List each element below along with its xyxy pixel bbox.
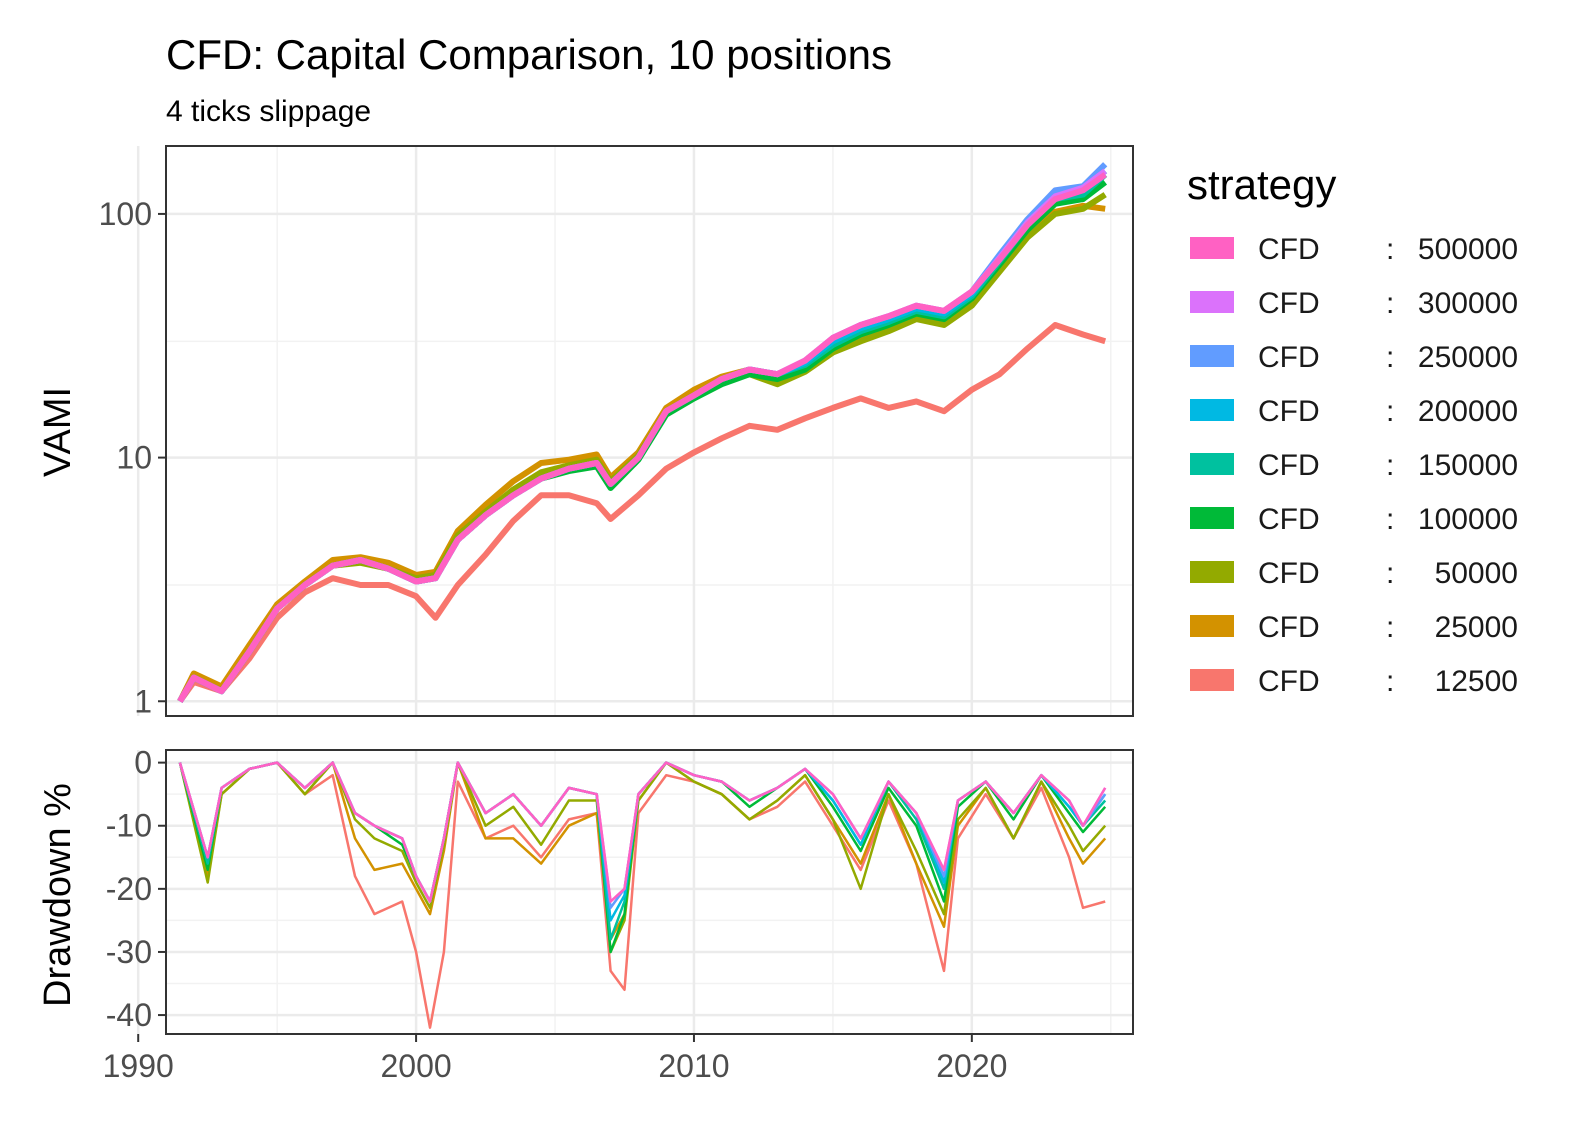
y-axis-title-drawdown: Drawdown % <box>37 783 79 1007</box>
legend-key <box>1190 345 1234 367</box>
legend-item-name: CFD <box>1258 611 1320 644</box>
legend-item-name: CFD <box>1258 557 1320 590</box>
legend-item-value: 50000 <box>1435 557 1518 590</box>
legend-item: CFD: 25000 <box>1190 611 1518 644</box>
legend-key <box>1190 453 1234 475</box>
legend-item: CFD:150000 <box>1190 449 1518 482</box>
legend-item: CFD:100000 <box>1190 503 1518 536</box>
legend-item: CFD: 50000 <box>1190 557 1518 590</box>
chart-title: CFD: Capital Comparison, 10 positions <box>166 31 892 78</box>
x-tick-label: 2010 <box>658 1048 729 1084</box>
legend-item-value: 12500 <box>1435 665 1518 698</box>
x-tick-label: 1990 <box>103 1048 174 1084</box>
vami-series-line <box>177 168 1108 703</box>
legend-item-name: CFD <box>1258 449 1320 482</box>
legend-item-separator: : <box>1386 233 1394 266</box>
legend-key <box>1190 669 1234 691</box>
legend-item-separator: : <box>1386 395 1394 428</box>
legend-title: strategy <box>1187 161 1336 208</box>
drawdown-series-line <box>178 761 1107 941</box>
vami-series-line <box>177 172 1107 703</box>
legend-item-value: 150000 <box>1418 449 1518 482</box>
legend-item-name: CFD <box>1258 665 1320 698</box>
legend-item-value: 100000 <box>1418 503 1518 536</box>
y-tick-label: -30 <box>106 934 152 970</box>
vami-panel-border <box>165 145 1134 717</box>
x-tick-label: 2000 <box>380 1048 451 1084</box>
legend-item: CFD:200000 <box>1190 395 1518 428</box>
legend-item-separator: : <box>1386 665 1394 698</box>
legend-item-value: 200000 <box>1418 395 1518 428</box>
legend-key <box>1190 561 1234 583</box>
chart-subtitle: 4 ticks slippage <box>166 95 371 128</box>
vami-series-line <box>177 168 1108 703</box>
y-tick-label: 10 <box>116 440 152 476</box>
legend-item-value: 25000 <box>1435 611 1518 644</box>
legend-item: CFD:300000 <box>1190 287 1518 320</box>
x-tick-label: 2020 <box>936 1048 1007 1084</box>
legend-item-separator: : <box>1386 557 1394 590</box>
drawdown-series-line <box>178 761 1106 1029</box>
drawdown-series-line <box>178 761 1107 903</box>
y-tick-label: 100 <box>99 196 152 232</box>
legend-key <box>1190 237 1234 259</box>
legend-item-name: CFD <box>1258 395 1320 428</box>
legend-key <box>1190 615 1234 637</box>
legend-item-separator: : <box>1386 287 1394 320</box>
y-tick-label: 1 <box>134 683 152 719</box>
legend-item-value: 250000 <box>1418 341 1518 374</box>
legend-item-separator: : <box>1386 449 1394 482</box>
legend-item: CFD:500000 <box>1190 233 1518 266</box>
y-tick-label: -20 <box>106 871 152 907</box>
vami-series-line <box>177 322 1107 704</box>
legend-key <box>1190 507 1234 529</box>
legend-key <box>1190 399 1234 421</box>
vami-panel: 1 10 100 <box>99 145 1134 719</box>
drawdown-panel: 0 -10 -20 -30 -40 1990 2000 2010 2020 <box>103 745 1134 1084</box>
drawdown-panel-border <box>165 749 1134 1035</box>
legend-item-separator: : <box>1386 341 1394 374</box>
legend-item: CFD:250000 <box>1190 341 1518 374</box>
y-tick-label: -40 <box>106 997 152 1033</box>
legend-item-separator: : <box>1386 611 1394 644</box>
vami-series-line <box>177 172 1108 703</box>
legend-item-name: CFD <box>1258 287 1320 320</box>
legend-item: CFD: 12500 <box>1190 665 1518 698</box>
y-tick-label: 0 <box>134 745 152 781</box>
legend-item-name: CFD <box>1258 341 1320 374</box>
vami-series-line <box>177 162 1108 703</box>
legend: CFD:500000CFD:300000CFD:250000CFD:200000… <box>1190 233 1518 698</box>
y-axis-title-vami: VAMI <box>37 387 79 477</box>
legend-item-value: 500000 <box>1418 233 1518 266</box>
legend-item-name: CFD <box>1258 233 1320 266</box>
legend-key <box>1190 291 1234 313</box>
legend-item-value: 300000 <box>1418 287 1518 320</box>
y-tick-label: -10 <box>106 808 152 844</box>
legend-item-name: CFD <box>1258 503 1320 536</box>
legend-item-separator: : <box>1386 503 1394 536</box>
